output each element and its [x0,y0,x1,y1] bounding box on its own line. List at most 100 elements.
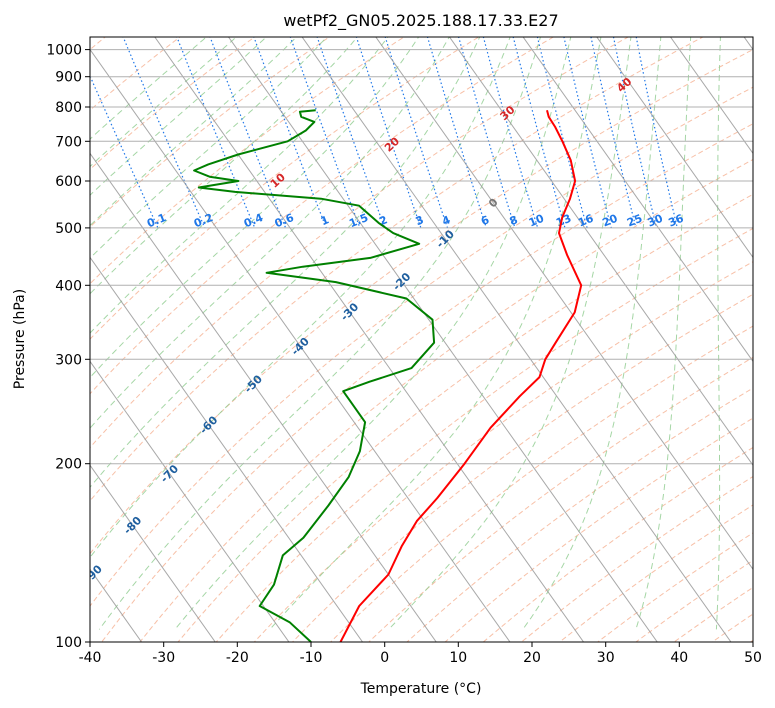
mixing-ratio-label: 2 [377,213,389,228]
isotherm-line [448,37,753,467]
y-tick-label: 1000 [46,43,82,59]
isotherm-line [90,464,216,642]
moist-adiabat-line [90,37,328,259]
isotherm-line [227,37,658,642]
moist-adiabat-line [90,37,450,429]
isotherm-line [375,37,753,571]
isotherm-line [596,37,753,259]
mixing-ratio-label: 20 [600,212,619,230]
moist-adiabat-line [174,37,572,630]
y-tick-label: 900 [55,70,82,86]
line-labels: 0.1 0.2 0.4 0.6 1 1.5 2 3 4 6 8 10 13 16 20 25 30 36-100-… [36,75,686,632]
temperature-line [339,109,583,642]
mixing-ratio-line [384,37,449,229]
dry-adiabat-label: 40 [614,75,634,95]
mixing-ratio-line [612,37,658,229]
dry-adiabat-line [482,446,753,642]
dry-adiabat-line [90,37,630,449]
y-tick-label: 600 [55,174,82,190]
dry-adiabat-label: 30 [498,103,518,123]
moist-adiabat-line [269,37,602,630]
y-axis-ticks: 100 200 300 400 500 600 700 800 900 1000 [46,43,90,651]
moist-adiabat-line [90,37,420,379]
dry-adiabat-line [368,356,753,642]
mixing-ratio-label: 30 [646,212,665,230]
isotherm-line [522,37,753,363]
y-tick-label: 700 [55,134,82,150]
moist-adiabat-line [522,37,662,630]
mixing-ratio-label: 36 [666,212,685,230]
isotherm-label: 0 [486,196,501,211]
dry-adiabat-line [90,37,181,111]
moist-adiabat-line [90,37,389,334]
moist-adiabat-line [90,37,268,196]
isotherm-label: -60 [197,413,220,436]
plot-frame [89,36,754,643]
x-axis-ticks: -40 -30 -20 -10 0 10 20 30 40 50 [79,642,762,666]
mixing-ratio-lines [90,37,678,229]
isotherm-label: -80 [121,514,144,537]
x-tick-label: 40 [670,650,688,666]
chart-title: wetPf2_GN05.2025.188.17.33.E27 [283,11,558,31]
mixing-ratio-label: 25 [625,212,644,230]
y-tick-label: 400 [55,278,82,294]
x-tick-label: -20 [226,650,249,666]
y-axis-label: Pressure (hPa) [12,289,28,389]
y-tick-label: 300 [55,352,82,368]
isotherm-label: -100 [36,603,65,632]
dry-adiabats [90,37,753,642]
dewpoint-line [193,109,436,642]
pressure-gridlines [90,49,753,642]
dry-adiabat-line [406,387,753,642]
dry-adiabat-label: 20 [382,134,402,154]
mixing-ratio-line [355,37,422,229]
dry-adiabat-line [673,586,753,642]
isotherm-label: -10 [434,227,457,250]
moist-adiabat-line [90,37,481,488]
mixing-ratio-line [457,37,516,229]
mixing-ratio-label: 1 [319,213,331,228]
dry-adiabat-label: 10 [268,170,288,190]
mixing-ratio-line [635,37,678,229]
moist-adiabat-line [90,37,237,168]
dry-adiabat-line [444,417,753,642]
x-tick-label: 10 [449,650,467,666]
profile-series [193,109,583,642]
y-tick-label: 800 [55,100,82,116]
moist-adiabat-line [715,37,721,630]
isotherm-label: -50 [242,372,265,395]
y-tick-label: 200 [55,457,82,473]
mixing-ratio-line [536,37,588,229]
dry-adiabat-line [292,293,753,642]
moist-adiabat-line [388,37,632,630]
x-tick-label: 0 [380,650,389,666]
dry-adiabat-line [215,227,753,642]
y-tick-label: 100 [55,635,82,651]
x-tick-label: -40 [79,650,102,666]
mixing-ratio-label: 8 [508,213,520,228]
isotherm-line [743,37,753,51]
dry-adiabat-line [139,158,753,642]
plot-area: 0.1 0.2 0.4 0.6 1 1.5 2 3 4 6 8 10 13 16 20 25 30 36-100-… [36,37,753,642]
moist-adiabat-line [90,37,511,559]
moist-adiabat-line [98,37,542,630]
isotherm-label: -90 [82,562,105,585]
mixing-ratio-label: 3 [414,213,426,228]
dry-adiabat-line [711,613,753,642]
x-tick-label: 50 [744,650,762,666]
dry-adiabat-line [330,325,753,642]
mixing-ratio-label: 6 [479,213,491,228]
isotherm-line [90,256,364,642]
isotherm-label: -40 [289,335,312,358]
isotherm-label: -70 [158,462,181,485]
mixing-ratio-line [122,37,206,229]
x-tick-label: -10 [300,650,323,666]
x-tick-label: 30 [597,650,615,666]
x-axis-label: Temperature (°C) [360,681,482,697]
mixing-ratio-line [209,37,287,229]
isotherm-line [301,37,732,642]
moist-adiabat-line [90,37,359,295]
isotherm-line [90,360,290,642]
mixing-ratio-label: 16 [576,212,595,230]
